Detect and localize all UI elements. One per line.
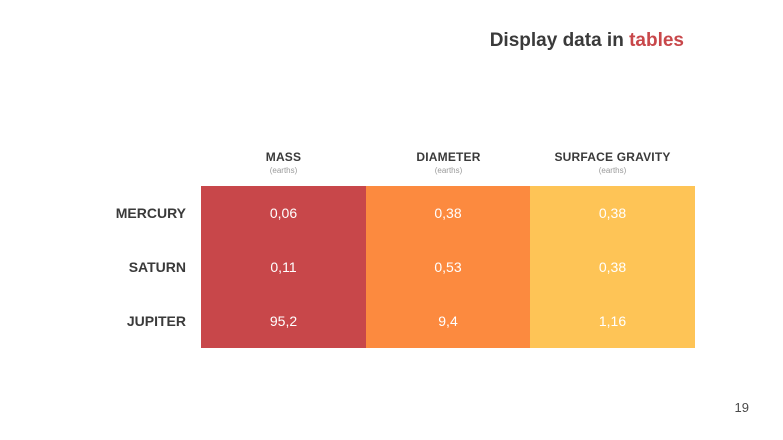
table-cell: 0,38 [598, 205, 627, 221]
column-header-unit: (earths) [434, 166, 463, 175]
column-header-mass: MASS (earths) [201, 150, 366, 175]
column-surface-gravity: 0,38 0,38 1,16 [530, 186, 695, 348]
table-cell: 0,11 [270, 259, 297, 275]
table-cell: 9,4 [438, 313, 458, 329]
table-cell: 0,38 [434, 205, 462, 221]
column-header-unit: (earths) [598, 166, 627, 175]
table-cell: 0,38 [598, 259, 627, 275]
column-mass: 0,06 0,11 95,2 [201, 186, 366, 348]
table-cell: 95,2 [269, 313, 298, 329]
page-number: 19 [734, 400, 749, 415]
table-cell: 0,06 [269, 205, 298, 221]
column-header-diameter: DIAMETER (earths) [366, 150, 531, 175]
table-cell: 1,16 [598, 313, 627, 329]
column-header-label: MASS [265, 150, 302, 164]
column-header-label: SURFACE GRAVITY [554, 150, 671, 164]
title-text: Display data in [489, 30, 630, 51]
column-header-label: DIAMETER [416, 150, 481, 164]
column-diameter: 0,38 0,53 9,4 [366, 186, 530, 348]
row-label-saturn: SATURN [128, 259, 186, 275]
slide-title: Display data in tables [490, 30, 684, 52]
row-label-mercury: MERCURY [115, 205, 186, 221]
table-cell: 0,53 [434, 259, 462, 275]
data-table: 0,06 0,11 95,2 0,38 0,53 9,4 0,38 0,38 1… [201, 186, 695, 348]
column-header-unit: (earths) [269, 166, 298, 175]
row-label-jupiter: JUPITER [126, 313, 186, 329]
column-header-surface-gravity: SURFACE GRAVITY (earths) [530, 150, 695, 175]
title-accent-text: tables [629, 30, 684, 51]
